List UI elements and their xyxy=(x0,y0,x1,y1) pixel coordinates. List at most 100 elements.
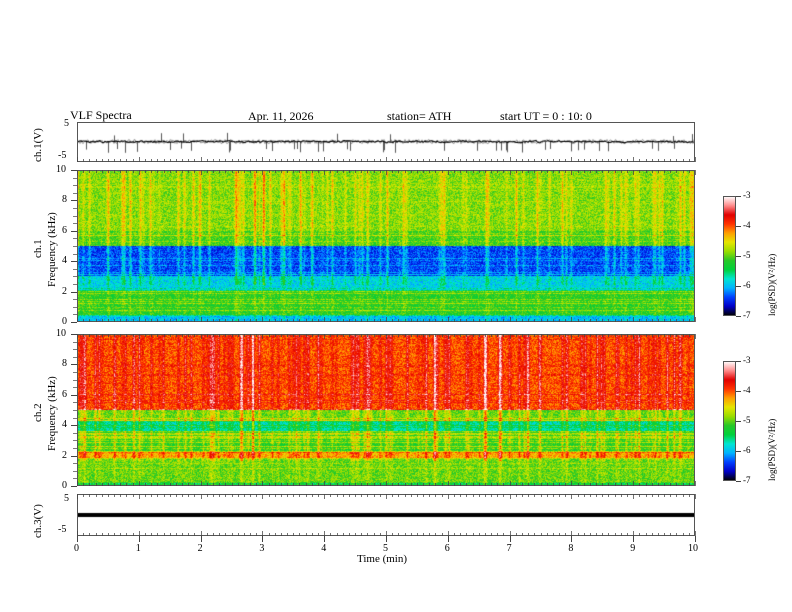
axis-minor-tick xyxy=(429,159,431,162)
x-axis-tick-label: 0 xyxy=(74,543,79,554)
axis-minor-tick xyxy=(627,483,629,486)
axis-minor-tick xyxy=(528,483,530,486)
axis-minor-tick xyxy=(373,334,375,337)
axis-minor-tick xyxy=(311,170,313,173)
axis-minor-tick xyxy=(503,170,505,173)
axis-minor-tick xyxy=(188,170,190,173)
axis-minor-tick xyxy=(175,334,177,337)
axis-minor-tick xyxy=(361,159,363,162)
ch1-waveform-frame xyxy=(77,122,695,162)
axis-minor-tick xyxy=(120,494,122,497)
axis-minor-tick xyxy=(280,170,282,173)
axis-minor-tick xyxy=(608,170,610,173)
axis-minor-tick xyxy=(101,494,103,497)
axis-minor-tick xyxy=(657,170,659,173)
axis-minor-tick xyxy=(367,319,369,322)
frequency-minor-tick xyxy=(73,200,77,202)
axis-minor-tick xyxy=(256,170,258,173)
axis-minor-tick xyxy=(188,334,190,337)
axis-minor-tick xyxy=(651,319,653,322)
axis-minor-tick xyxy=(132,159,134,162)
axis-minor-tick xyxy=(274,533,276,536)
axis-minor-tick xyxy=(231,533,233,536)
frequency-minor-tick xyxy=(73,246,77,247)
axis-minor-tick xyxy=(521,170,523,173)
axis-minor-tick xyxy=(627,319,629,322)
axis-minor-tick xyxy=(602,483,604,486)
axis-minor-tick xyxy=(589,494,591,497)
axis-minor-tick xyxy=(664,159,666,162)
axis-minor-tick xyxy=(515,319,517,322)
axis-minor-tick xyxy=(373,159,375,162)
axis-minor-tick xyxy=(429,483,431,486)
axis-minor-tick xyxy=(645,170,647,173)
axis-minor-tick xyxy=(435,334,437,337)
axis-minor-tick xyxy=(503,494,505,497)
axis-minor-tick xyxy=(126,159,128,162)
axis-minor-tick xyxy=(305,159,307,162)
axis-minor-tick xyxy=(330,170,332,173)
axis-minor-tick xyxy=(361,319,363,322)
x-axis-tick xyxy=(386,536,387,542)
axis-minor-tick xyxy=(231,170,233,173)
axis-minor-tick xyxy=(175,319,177,322)
axis-minor-tick xyxy=(219,494,221,497)
axis-minor-tick xyxy=(682,170,684,173)
axis-minor-tick xyxy=(342,319,344,322)
axis-minor-tick xyxy=(311,334,313,337)
axis-minor-tick xyxy=(602,159,604,162)
axis-minor-tick xyxy=(491,159,493,162)
axis-minor-tick xyxy=(386,317,387,322)
axis-minor-tick xyxy=(212,334,214,337)
axis-minor-tick xyxy=(398,159,400,162)
axis-minor-tick xyxy=(453,159,455,162)
axis-minor-tick xyxy=(311,159,313,162)
axis-minor-tick xyxy=(645,494,647,497)
x-axis-tick-label: 5 xyxy=(383,543,388,554)
axis-minor-tick xyxy=(509,494,511,499)
colorbar-tick xyxy=(736,361,741,362)
axis-minor-tick xyxy=(330,494,332,497)
axis-minor-tick xyxy=(219,483,221,486)
axis-minor-tick xyxy=(182,159,184,162)
axis-minor-tick xyxy=(552,533,554,536)
axis-minor-tick xyxy=(386,157,387,162)
axis-minor-tick xyxy=(682,533,684,536)
axis-minor-tick xyxy=(552,483,554,486)
axis-minor-tick xyxy=(460,494,462,497)
axis-minor-tick xyxy=(676,319,678,322)
axis-minor-tick xyxy=(614,494,616,497)
axis-minor-tick xyxy=(639,319,641,322)
axis-minor-tick xyxy=(552,170,554,173)
axis-minor-tick xyxy=(194,159,196,162)
axis-minor-tick xyxy=(151,533,153,536)
axis-minor-tick xyxy=(101,483,103,486)
axis-minor-tick xyxy=(602,170,604,173)
axis-minor-tick xyxy=(355,319,357,322)
axis-minor-tick xyxy=(639,334,641,337)
axis-minor-tick xyxy=(552,334,554,337)
axis-minor-tick xyxy=(114,159,116,162)
axis-minor-tick xyxy=(589,319,591,322)
axis-minor-tick xyxy=(107,533,109,536)
axis-minor-tick xyxy=(614,319,616,322)
axis-minor-tick xyxy=(651,334,653,337)
axis-minor-tick xyxy=(404,170,406,173)
axis-minor-tick xyxy=(157,494,159,497)
axis-minor-tick xyxy=(219,159,221,162)
page-title: VLF Spectra xyxy=(70,108,132,122)
axis-minor-tick xyxy=(95,170,97,173)
axis-minor-tick xyxy=(657,319,659,322)
frequency-tick-label: 0 xyxy=(62,316,67,327)
axis-minor-tick xyxy=(596,319,598,322)
ch1-spectrogram-axis-label: Frequency (kHz) xyxy=(46,212,58,287)
x-axis-tick-label: 10 xyxy=(688,543,698,554)
axis-minor-tick xyxy=(676,334,678,337)
frequency-minor-tick xyxy=(73,417,77,419)
axis-minor-tick xyxy=(194,170,196,173)
axis-minor-tick xyxy=(169,159,171,162)
axis-minor-tick xyxy=(163,319,165,322)
axis-minor-tick xyxy=(484,334,486,337)
colorbar-tick xyxy=(736,196,741,197)
axis-minor-tick xyxy=(528,334,530,337)
